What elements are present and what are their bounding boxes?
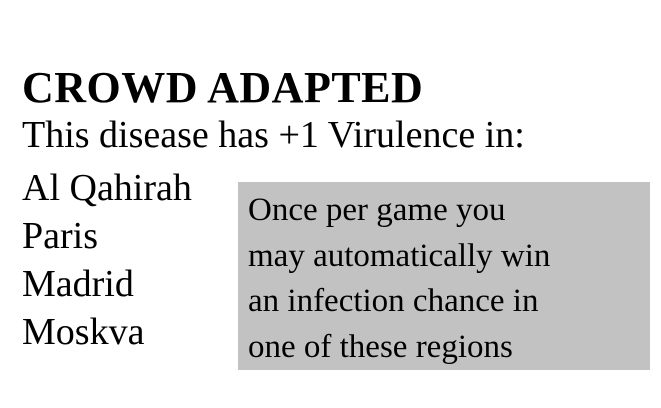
note-line: Once per game you <box>248 192 506 228</box>
note-line: may automatically win <box>248 237 551 274</box>
ability-note-box: Once per game you may automatically win … <box>238 182 650 370</box>
note-line: one of these regions <box>248 328 513 365</box>
city-item: Moskva <box>22 311 145 353</box>
city-item: Madrid <box>22 263 134 305</box>
city-item: Al Qahirah <box>22 167 192 209</box>
city-item: Paris <box>22 215 98 257</box>
note-line: an infection chance in <box>248 283 539 319</box>
card-subtitle: This disease has +1 Virulence in: <box>22 114 525 156</box>
city-list: Al Qahirah Paris Madrid Moskva <box>22 164 192 356</box>
card-title: CROWD ADAPTED <box>22 63 424 112</box>
